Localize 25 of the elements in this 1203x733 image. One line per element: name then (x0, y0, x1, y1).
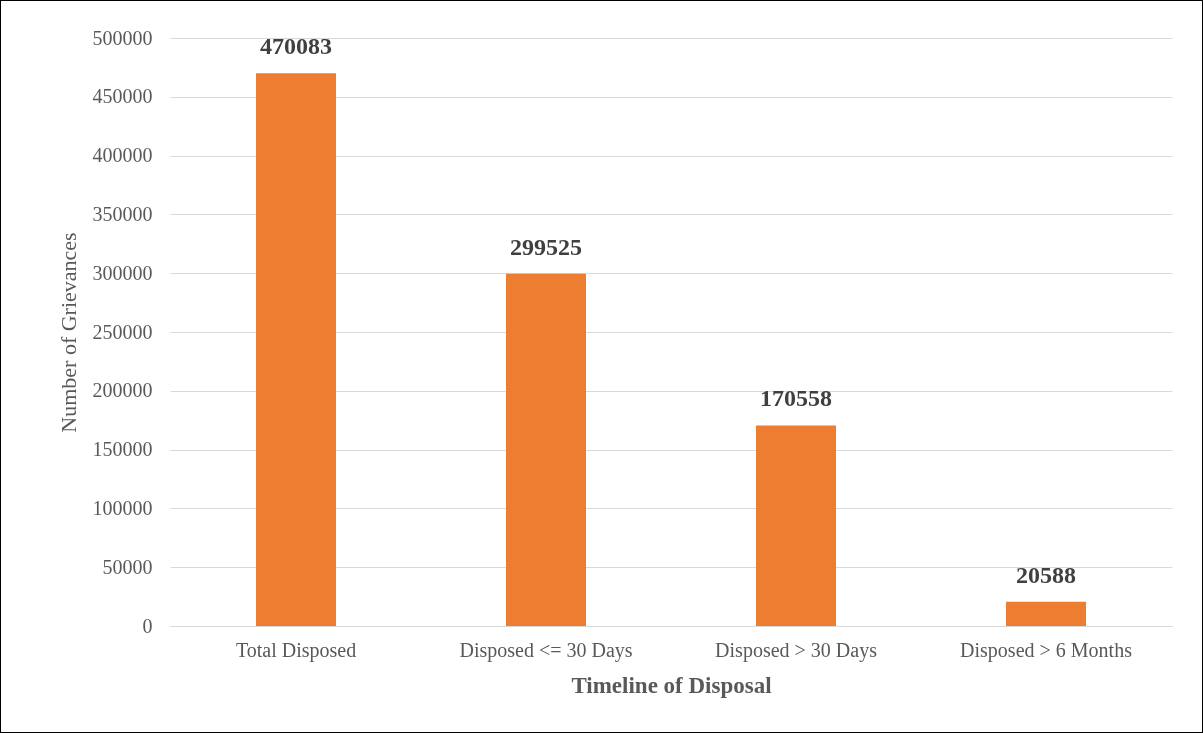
y-tick-label: 250000 (92, 320, 153, 343)
x-tick-label: Total Disposed (235, 638, 357, 662)
data-label: 299525 (510, 233, 582, 260)
x-tick-label: Disposed <= 30 Days (459, 638, 633, 662)
bar (756, 425, 836, 626)
x-axis-title: Timeline of Disposal (571, 672, 772, 698)
y-tick-label: 100000 (92, 496, 153, 519)
y-tick-label: 150000 (92, 438, 153, 461)
y-tick-label: 0 (142, 614, 153, 637)
bar (256, 73, 336, 626)
y-tick-label: 50000 (102, 555, 153, 578)
y-tick-label: 500000 (92, 26, 153, 49)
y-axis-title: Number of Grievances (55, 232, 81, 433)
data-label: 470083 (260, 33, 332, 60)
bar (1006, 601, 1086, 626)
data-label: 170558 (760, 385, 832, 412)
y-tick-label: 300000 (92, 261, 153, 284)
data-label: 20588 (1016, 561, 1076, 588)
y-tick-label: 200000 (92, 379, 153, 402)
x-tick-label: Disposed > 6 Months (960, 638, 1133, 662)
x-tick-label: Disposed > 30 Days (715, 638, 878, 662)
bar (506, 273, 586, 626)
y-tick-label: 450000 (92, 85, 153, 108)
y-tick-label: 400000 (92, 144, 153, 167)
y-tick-label: 350000 (92, 202, 153, 225)
